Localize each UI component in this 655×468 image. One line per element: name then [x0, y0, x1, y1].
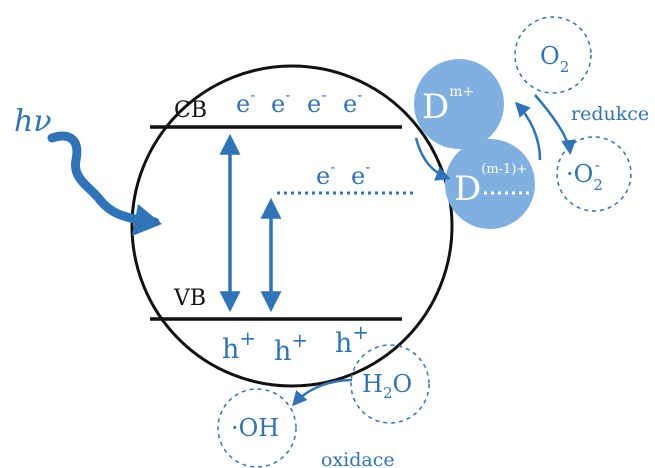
oxidation-label: oxidace [321, 449, 395, 468]
cb-electron: e- [271, 86, 290, 118]
defect-electrons: e- e- [316, 158, 370, 190]
oxidation-arrow [292, 378, 353, 407]
donor-label: Dm+ [422, 84, 474, 127]
reduction-arrow [534, 94, 577, 155]
superoxide-label: ·O2- [566, 156, 603, 194]
defect-electron: e- [316, 158, 335, 190]
light-arrowhead [132, 204, 162, 236]
light-wave-arrow [47, 131, 160, 227]
vb-hole: h+ [222, 326, 256, 365]
superoxide-bubble [556, 136, 632, 212]
vb-hole: h+ [274, 328, 308, 367]
hydroxyl-bubble [217, 388, 297, 468]
vb-hole: h+ [335, 320, 369, 359]
water-bubble [350, 344, 430, 424]
reduced-donor-label: D(m-1)+ [454, 162, 527, 209]
defect-electron: e- [351, 158, 370, 190]
semiconductor-particle [130, 64, 454, 388]
hydroxyl-label: ·OH [231, 414, 279, 442]
water-label: H2O [362, 370, 412, 402]
vb-holes: h+ h+ h+ [222, 320, 369, 367]
reduced-donor-sphere [445, 139, 535, 229]
valence-band-label: VB [173, 286, 206, 311]
cb-electron: e- [343, 86, 362, 118]
photon-label: hν [14, 104, 52, 139]
cb-electron: e- [307, 86, 326, 118]
donor-reduction-arrow [414, 137, 451, 181]
oxygen-bubble [514, 16, 592, 94]
oxygen-label: O2 [540, 42, 569, 76]
cb-electrons: e- e- e- e- [236, 86, 362, 118]
conduction-band-label: CB [174, 98, 207, 123]
donor-regeneration-arrow [514, 101, 542, 161]
cb-electron: e- [236, 86, 255, 118]
donor-sphere [414, 59, 504, 149]
reduction-label: redukce [571, 103, 649, 125]
